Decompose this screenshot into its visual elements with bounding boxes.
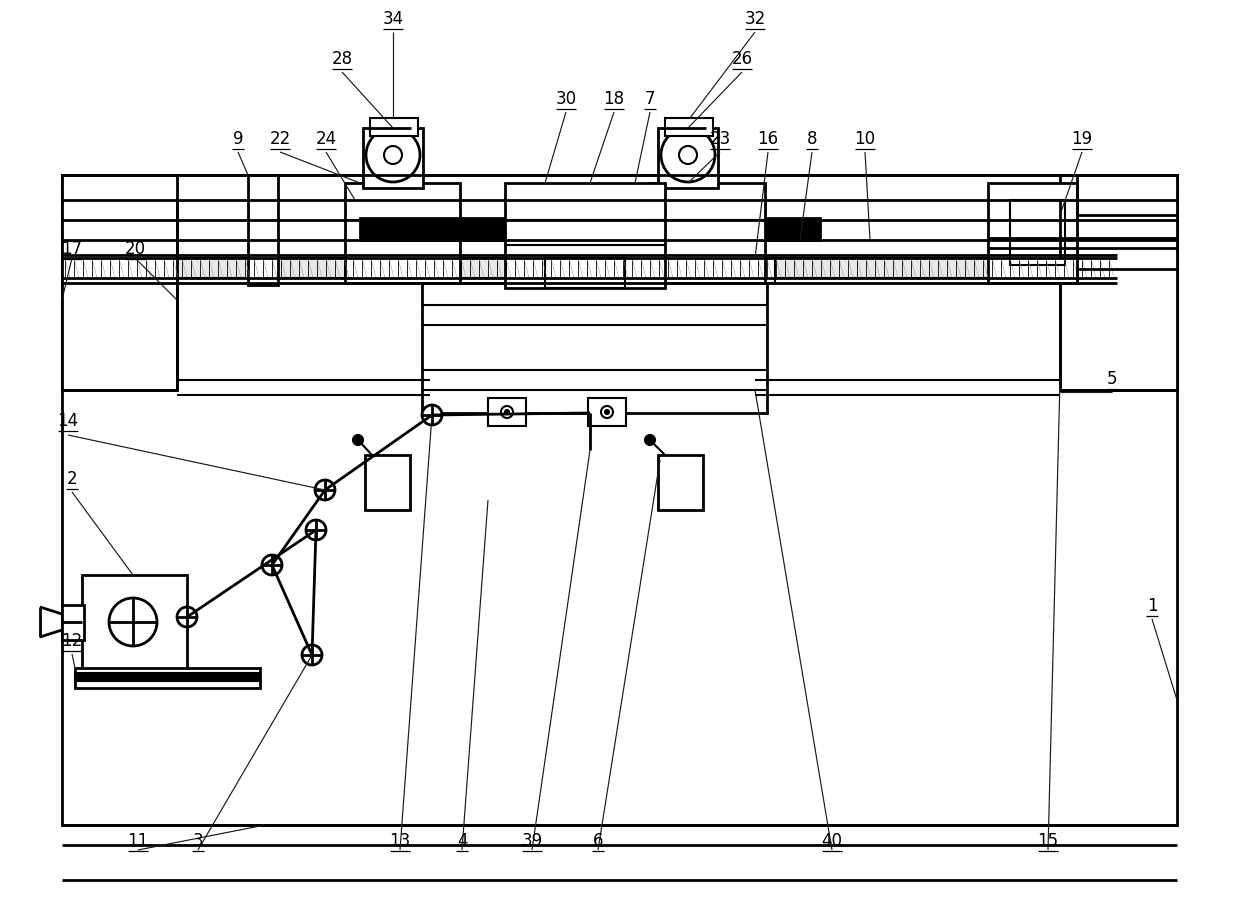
Bar xyxy=(505,183,665,288)
Bar xyxy=(665,118,713,136)
Circle shape xyxy=(505,410,508,414)
Bar xyxy=(360,218,820,240)
Text: 12: 12 xyxy=(61,632,83,650)
Bar xyxy=(345,183,460,283)
Bar xyxy=(62,175,177,390)
Text: 18: 18 xyxy=(604,90,625,108)
Bar xyxy=(422,283,768,413)
Bar xyxy=(658,128,718,188)
Circle shape xyxy=(366,128,420,182)
Circle shape xyxy=(109,598,157,646)
Circle shape xyxy=(605,410,609,414)
Circle shape xyxy=(645,435,655,445)
Text: 19: 19 xyxy=(1071,130,1092,148)
Bar xyxy=(546,258,625,288)
Text: 23: 23 xyxy=(709,130,730,148)
Text: 32: 32 xyxy=(744,10,765,28)
Circle shape xyxy=(384,146,402,164)
Text: 28: 28 xyxy=(331,50,352,68)
Bar xyxy=(62,258,1117,278)
Text: 7: 7 xyxy=(645,90,655,108)
Text: 11: 11 xyxy=(128,832,149,850)
Bar xyxy=(658,455,703,510)
Bar xyxy=(1060,175,1177,390)
Text: 30: 30 xyxy=(556,90,577,108)
Circle shape xyxy=(601,406,613,418)
Text: 9: 9 xyxy=(233,130,243,148)
Circle shape xyxy=(306,520,326,540)
Bar xyxy=(988,183,1078,283)
Circle shape xyxy=(177,607,197,627)
Bar xyxy=(650,183,765,283)
Bar xyxy=(363,128,423,188)
Text: 17: 17 xyxy=(62,240,83,258)
Circle shape xyxy=(353,435,363,445)
Bar xyxy=(489,398,526,426)
Text: 6: 6 xyxy=(593,832,603,850)
Text: 26: 26 xyxy=(732,50,753,68)
Bar xyxy=(370,118,418,136)
Circle shape xyxy=(661,128,715,182)
Text: 13: 13 xyxy=(389,832,410,850)
Bar xyxy=(391,258,455,283)
Text: 10: 10 xyxy=(854,130,875,148)
Bar xyxy=(74,673,260,681)
Bar xyxy=(711,258,775,283)
Text: 5: 5 xyxy=(1107,370,1117,388)
Bar xyxy=(62,605,84,640)
Text: 22: 22 xyxy=(269,130,290,148)
Text: 16: 16 xyxy=(758,130,779,148)
Text: 14: 14 xyxy=(57,412,78,430)
Bar xyxy=(62,175,1177,825)
Circle shape xyxy=(262,555,281,575)
Text: 39: 39 xyxy=(522,832,543,850)
Bar xyxy=(365,455,410,510)
Bar xyxy=(588,398,626,426)
Text: 3: 3 xyxy=(192,832,203,850)
Circle shape xyxy=(680,146,697,164)
Text: 15: 15 xyxy=(1038,832,1059,850)
Text: 2: 2 xyxy=(67,470,77,488)
Circle shape xyxy=(501,406,513,418)
Text: 4: 4 xyxy=(456,832,467,850)
Text: 8: 8 xyxy=(807,130,817,148)
Bar xyxy=(74,668,260,688)
Bar xyxy=(248,175,278,285)
Circle shape xyxy=(303,645,322,665)
Bar xyxy=(1011,200,1065,265)
Text: 34: 34 xyxy=(382,10,403,28)
Circle shape xyxy=(315,480,335,500)
Text: 20: 20 xyxy=(124,240,145,258)
Text: 24: 24 xyxy=(315,130,336,148)
Bar xyxy=(82,575,187,675)
Text: 40: 40 xyxy=(821,832,842,850)
Circle shape xyxy=(422,405,441,425)
Text: 1: 1 xyxy=(1147,597,1157,615)
